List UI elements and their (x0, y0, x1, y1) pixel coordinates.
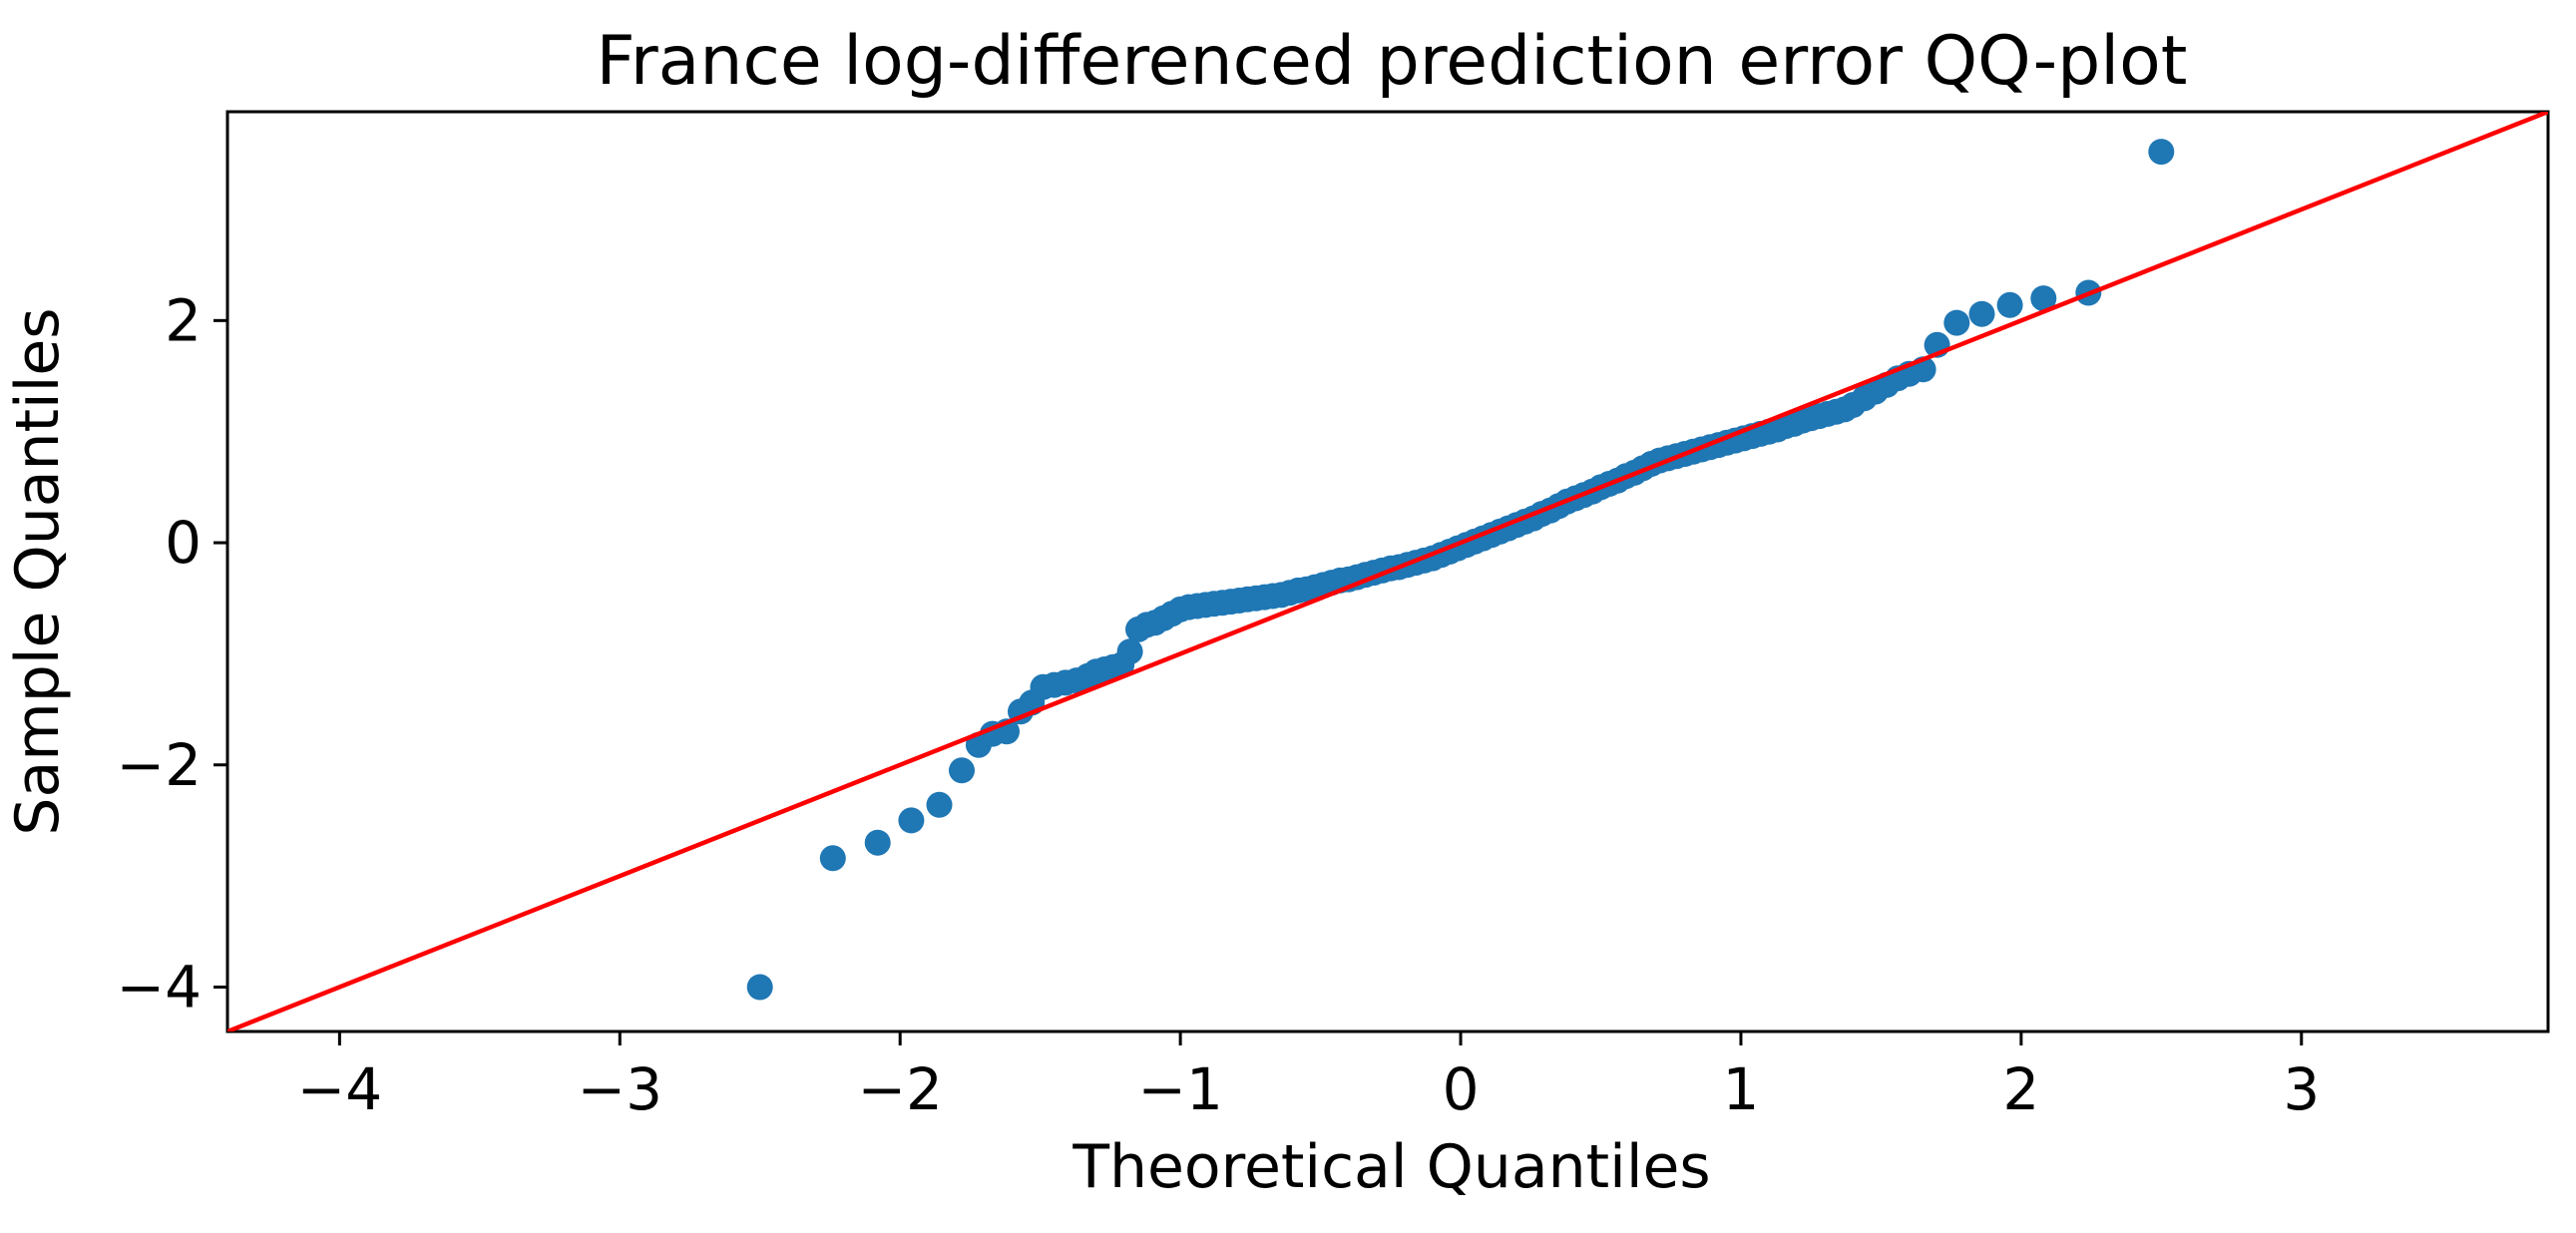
plot-frame (225, 110, 2550, 1033)
chart-title: France log-differenced prediction error … (597, 22, 2188, 101)
data-point (864, 829, 891, 856)
x-tick-label: −1 (1137, 1055, 1223, 1123)
x-tick-label: 3 (2283, 1055, 2320, 1123)
data-point (819, 845, 846, 872)
plot-area (225, 110, 2550, 1033)
data-point (1996, 291, 2023, 318)
y-tick-label: −2 (117, 731, 203, 799)
y-tick-label: 0 (165, 509, 202, 577)
x-tick-label: 1 (1723, 1055, 1760, 1123)
data-points (746, 139, 2175, 1001)
data-point (2148, 139, 2175, 166)
y-axis-ticks: −4 −2 0 2 (117, 286, 227, 1021)
y-tick-label: −4 (117, 953, 203, 1021)
data-point (746, 974, 773, 1001)
reference-line (227, 112, 2548, 1031)
data-point (926, 791, 953, 818)
x-tick-label: 0 (1443, 1055, 1480, 1123)
data-point (1968, 300, 1995, 327)
x-tick-label: 2 (2002, 1055, 2039, 1123)
data-point (1116, 638, 1143, 665)
data-point (898, 807, 925, 834)
reference-line-layer (227, 112, 2548, 1031)
x-axis-label: Theoretical Quantiles (1072, 1132, 1710, 1202)
x-tick-label: −4 (297, 1055, 383, 1123)
y-tick-label: 2 (165, 286, 202, 354)
y-axis-label: Sample Quantiles (3, 307, 73, 835)
x-tick-label: −2 (857, 1055, 943, 1123)
x-tick-label: −3 (578, 1055, 663, 1123)
data-point (1943, 309, 1970, 336)
data-point (2030, 285, 2057, 312)
x-axis-ticks: −4 −3 −2 −1 0 1 2 3 (297, 1031, 2320, 1123)
data-point (949, 757, 975, 784)
